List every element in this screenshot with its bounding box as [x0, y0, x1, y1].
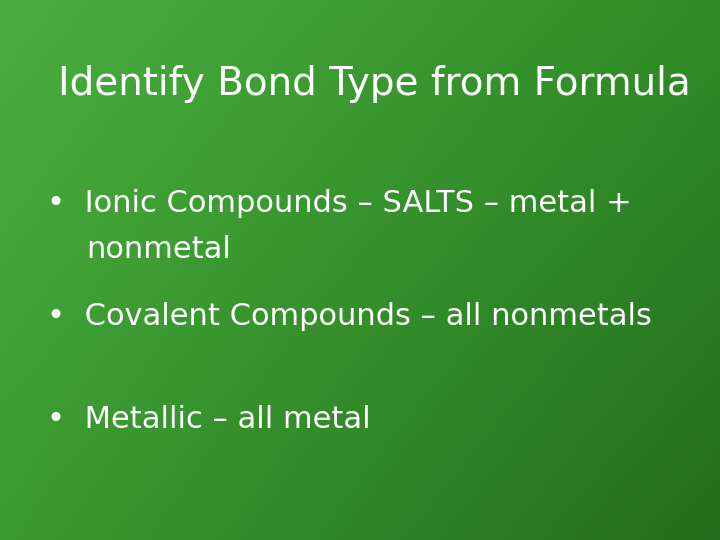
- Text: •  Ionic Compounds – SALTS – metal +: • Ionic Compounds – SALTS – metal +: [47, 189, 631, 218]
- Text: Identify Bond Type from Formula: Identify Bond Type from Formula: [58, 65, 690, 103]
- Text: nonmetal: nonmetal: [86, 235, 231, 264]
- Text: •  Metallic – all metal: • Metallic – all metal: [47, 405, 370, 434]
- Text: •  Covalent Compounds – all nonmetals: • Covalent Compounds – all nonmetals: [47, 302, 652, 332]
